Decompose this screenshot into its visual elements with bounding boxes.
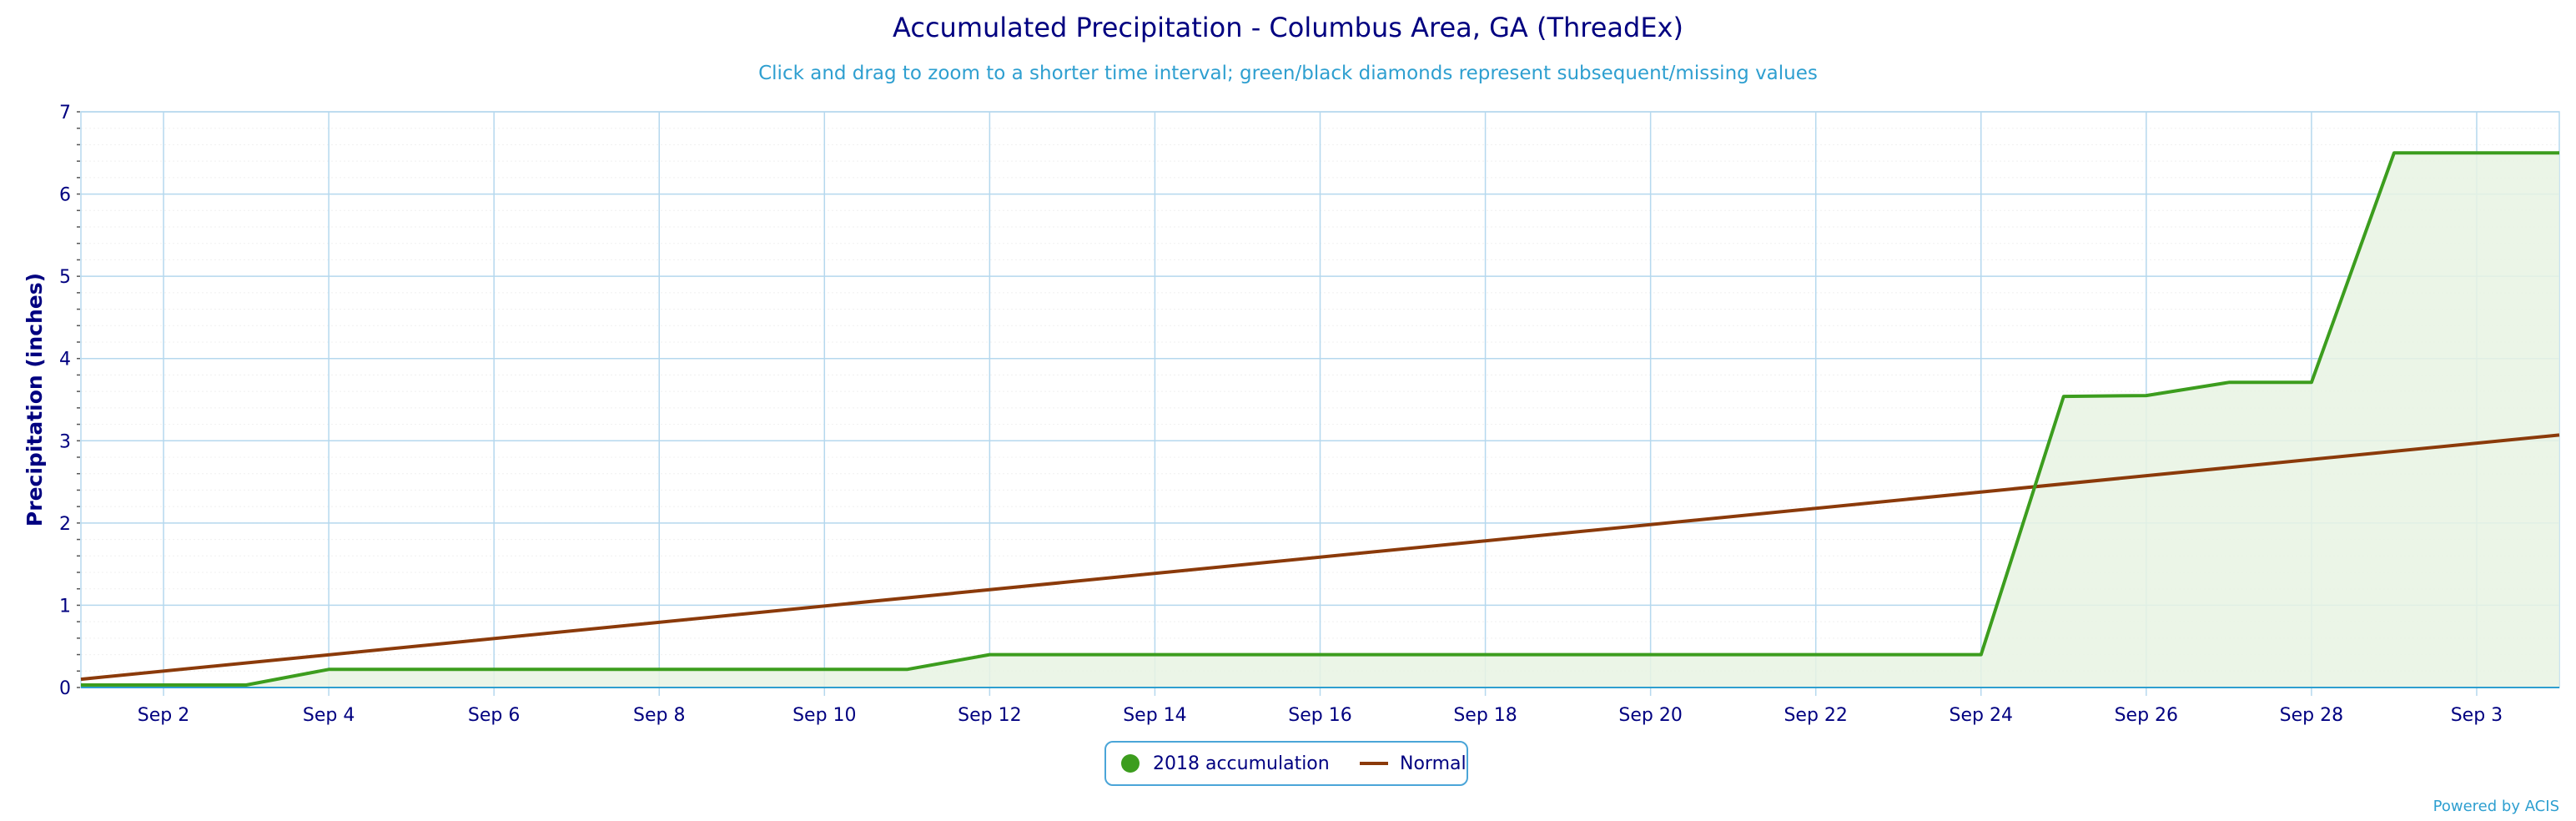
- x-tick-label: Sep 10: [792, 705, 856, 726]
- x-tick-label: Sep 8: [633, 705, 685, 726]
- y-tick-label: 3: [59, 431, 71, 452]
- x-tick-label: Sep 24: [1950, 705, 2013, 726]
- legend-label-normal: Normal: [1400, 753, 1467, 774]
- y-tick-label: 2: [59, 514, 71, 535]
- y-tick-label: 0: [59, 678, 71, 699]
- series-dot-icon: [1121, 754, 1140, 773]
- x-tick-label: Sep 6: [468, 705, 520, 726]
- accumulation-area: [81, 153, 2559, 688]
- x-tick-label: Sep 2: [138, 705, 189, 726]
- legend-item-normal[interactable]: Normal: [1360, 743, 1467, 784]
- y-tick-label: 6: [59, 185, 71, 206]
- y-tick-label: 1: [59, 596, 71, 617]
- x-tick-label: Sep 16: [1288, 705, 1351, 726]
- series-line-icon: [1360, 762, 1388, 765]
- legend: 2018 accumulation Normal: [1104, 741, 1468, 786]
- series-layer: [80, 151, 2560, 688]
- x-tick-label: Sep 12: [958, 705, 1021, 726]
- y-axis-title: Precipitation (inches): [23, 273, 47, 526]
- y-tick-label: 4: [59, 350, 71, 370]
- credits-link[interactable]: Powered by ACIS: [2433, 798, 2559, 815]
- chart-title: Accumulated Precipitation - Columbus Are…: [893, 12, 1683, 43]
- x-tick-label: Sep 26: [2115, 705, 2178, 726]
- x-tick-label: Sep 4: [303, 705, 355, 726]
- x-tick-label: Sep 3: [2451, 705, 2503, 726]
- normal-series-line: [80, 433, 2560, 682]
- legend-label-accumulation: 2018 accumulation: [1153, 753, 1330, 774]
- legend-item-accumulation[interactable]: 2018 accumulation: [1121, 743, 1330, 784]
- x-tick-label: Sep 22: [1784, 705, 1847, 726]
- y-tick-label: 5: [59, 267, 71, 288]
- chart-subtitle: Click and drag to zoom to a shorter time…: [758, 63, 1818, 84]
- axes: 0 1 2 3 4 5 6 7 Sep 2 Sep 4 Sep 6 Sep 8 Sep 10 Sep 12…: [23, 103, 2559, 726]
- y-tick-label: 7: [59, 103, 71, 123]
- x-tick-label: Sep 28: [2280, 705, 2343, 726]
- accumulation-series-line: [81, 151, 2559, 687]
- x-tick-label: Sep 18: [1453, 705, 1517, 726]
- x-tick-label: Sep 14: [1123, 705, 1186, 726]
- x-tick-label: Sep 20: [1618, 705, 1682, 726]
